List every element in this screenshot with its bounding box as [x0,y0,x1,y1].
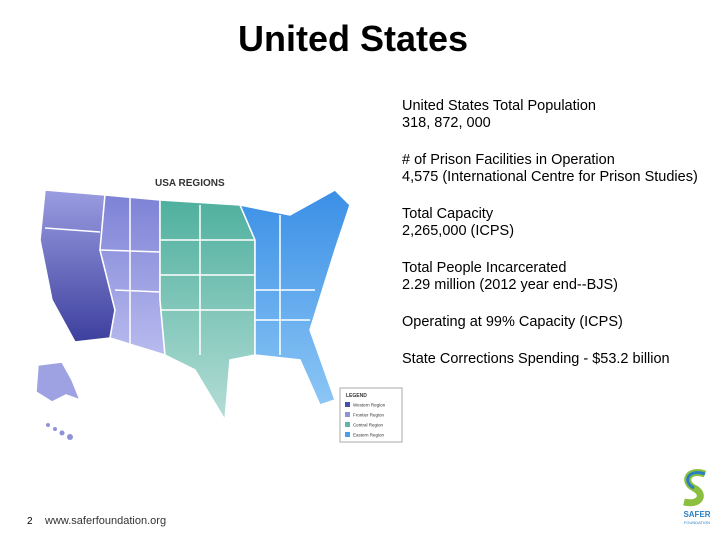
hawaii [46,423,73,440]
eastern-region [238,189,351,406]
legend-swatch [345,422,350,427]
stat-value: 2.29 million (2012 year end--BJS) [402,277,618,293]
legend-swatch [345,412,350,417]
stat-label: United States Total Population [402,98,597,114]
stat-label: Total People Incarcerated [402,260,567,276]
stat: # of Prison Facilities in Operation 4,575… [402,152,702,186]
logo-name: SAFER [683,510,710,519]
footer-url: www.saferfoundation.org [45,515,167,527]
stat: State Corrections Spending - $53.2 billi… [402,351,702,368]
legend-swatch [345,402,350,407]
stat-value: 318, 872, 000 [402,115,491,131]
stat-value: 4,575 (International Centre for Prison S… [402,169,698,185]
logo-subtitle: FOUNDATION [684,520,710,525]
stat: Operating at 99% Capacity (ICPS) [402,314,702,331]
legend-box [339,387,403,443]
stats-list: United States Total Population 318, 872, … [402,98,702,388]
stat: Total People Incarcerated 2.29 million (2… [402,260,702,294]
slide-title: United States [237,18,469,59]
stat-label: Operating at 99% Capacity (ICPS) [402,314,623,330]
stat-label: State Corrections Spending - $53.2 billi… [402,351,670,367]
legend-label: Eastern Region [353,433,385,438]
stat-label: # of Prison Facilities in Operation [402,152,615,168]
stat-value: 2,265,000 (ICPS) [402,223,515,239]
legend: Western Region Frontier Region Central Reg… [345,402,386,438]
stat-label: Total Capacity [402,206,494,222]
legend-title: LEGEND [346,393,367,399]
map-title: USA REGIONS [155,178,225,189]
page-number: 2 [27,516,33,527]
legend-label: Central Region [353,423,384,428]
stat: United States Total Population 318, 872, … [402,98,702,132]
alaska [35,361,82,403]
us-map [35,189,351,423]
logo: SAFER FOUNDATION [683,469,711,525]
legend-label: Frontier Region [353,413,385,418]
stat: Total Capacity 2,265,000 (ICPS) [402,206,702,240]
legend-label: Western Region [353,403,386,408]
legend-swatch [345,432,350,437]
